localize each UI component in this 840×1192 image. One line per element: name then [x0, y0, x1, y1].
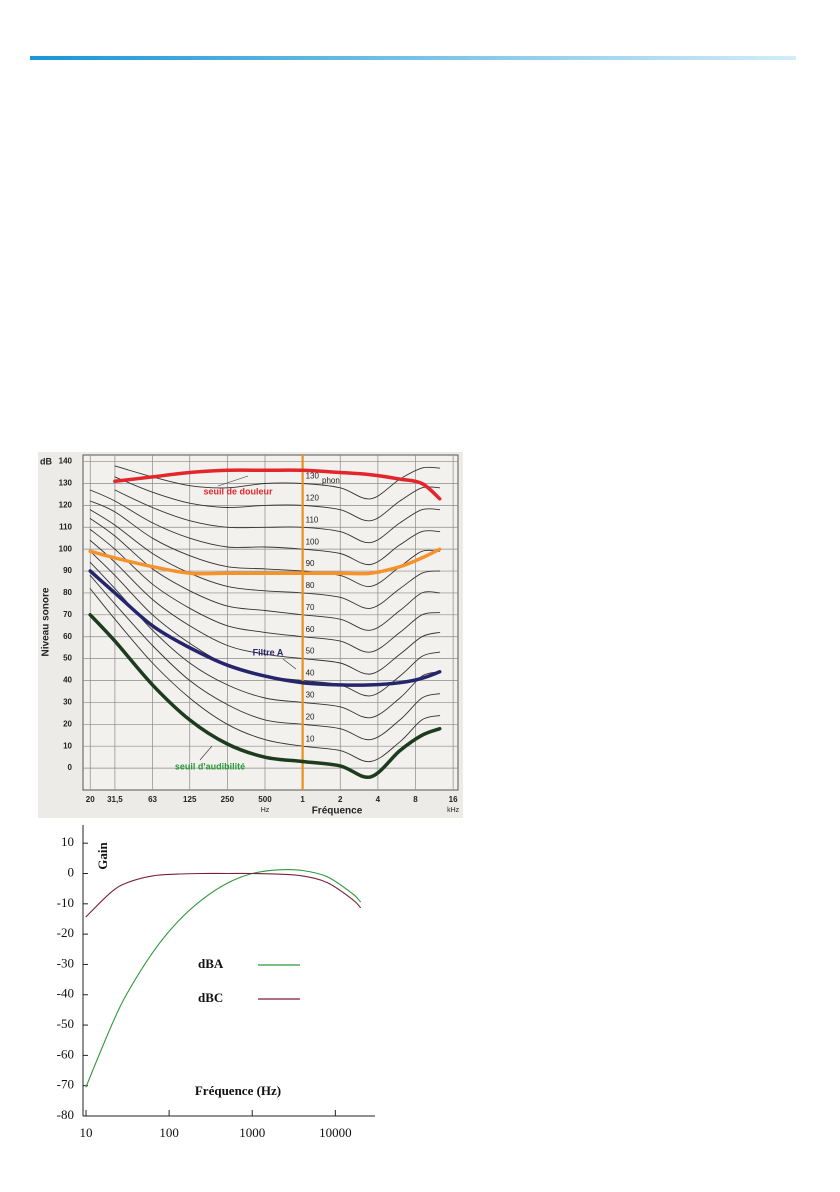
y-tick-label: -60	[57, 1046, 74, 1061]
x-tick-label: 1	[300, 795, 305, 804]
curve-label: 70	[306, 603, 315, 612]
y-tick-label: 100	[59, 544, 73, 553]
y-tick-label: -30	[57, 955, 74, 970]
y-tick-label: -80	[57, 1107, 74, 1122]
x-tick-label: 16	[449, 795, 458, 804]
y-tick-label: 30	[63, 698, 72, 707]
y-tick-label: 80	[63, 588, 72, 597]
x-tick-label: 63	[148, 795, 157, 804]
series-line	[89, 539, 441, 675]
series-line	[89, 588, 441, 763]
y-tick-label: -10	[57, 895, 74, 910]
series-line	[88, 613, 442, 779]
y-tick-label: -70	[57, 1077, 74, 1092]
x-tick-label: 4	[376, 795, 381, 804]
series-line	[88, 569, 442, 687]
y-tick-label: -50	[57, 1016, 74, 1031]
series-line	[88, 547, 442, 576]
leader	[217, 475, 249, 487]
curve-label: 120	[306, 493, 320, 502]
series-line	[85, 872, 361, 918]
series-line	[89, 574, 441, 741]
y-tick-label: 70	[63, 610, 72, 619]
y-tick-label: 10	[61, 834, 74, 849]
x-tick-label: 10	[80, 1125, 93, 1140]
weighting-chart: -80 -70 -60 -50 -40 -30 -20 -10 0 10 10 100 1000 1000…	[57, 825, 375, 1140]
curve-label: 50	[306, 647, 315, 656]
curve-label: 40	[306, 669, 315, 678]
y-tick-label: 90	[63, 566, 72, 575]
series-line	[89, 489, 441, 565]
x-tick-label: 10000	[319, 1125, 352, 1140]
y-tick-label: 110	[59, 522, 72, 531]
x-tick-label: 500	[258, 795, 272, 804]
header-rule	[30, 56, 796, 60]
curve-annotation: Filtre A	[253, 647, 284, 657]
x-tick-label: 20	[86, 795, 95, 804]
curve-label: 10	[306, 734, 315, 743]
series-line	[89, 528, 441, 653]
curve-label: 100	[306, 537, 320, 546]
curve-label: 90	[306, 559, 315, 568]
curve-label: 30	[306, 691, 315, 700]
leader	[199, 745, 213, 761]
curve-annotation: seuil d'audibilité	[175, 761, 245, 771]
curve-label: 20	[306, 712, 315, 721]
legend-label: dBA	[198, 956, 224, 971]
y-tick-label: 20	[63, 719, 72, 728]
y-tick-label: 0	[68, 864, 75, 879]
y-axis-label: Niveau sonore	[41, 587, 52, 656]
x-axis-label: Fréquence (Hz)	[195, 1083, 281, 1098]
y-tick-label: -20	[57, 925, 74, 940]
y-tick-label: 140	[59, 457, 73, 466]
curve-annotation: seuil de douleur	[203, 486, 273, 496]
x-axis-label: Fréquence	[312, 806, 363, 817]
y-tick-label: 10	[63, 741, 72, 750]
x-tick-label: 31,5	[107, 795, 123, 804]
curve-label: 80	[306, 581, 315, 590]
x-tick-label: 1000	[239, 1125, 265, 1140]
y-tick-label: 0	[68, 763, 73, 772]
curve-label: 110	[306, 515, 319, 524]
y-tick-label: 50	[63, 654, 72, 663]
y-unit: dB	[40, 456, 52, 466]
y-axis-label: Gain	[95, 842, 110, 870]
series-line	[89, 561, 441, 719]
x-tick-label: 100	[159, 1125, 179, 1140]
x-tick-label: 2	[338, 795, 343, 804]
series-line	[85, 869, 361, 1088]
unit-label: kHz	[447, 807, 460, 814]
curve-label: 130	[306, 472, 320, 481]
y-tick-label: -40	[57, 986, 74, 1001]
legend-label: dBC	[198, 990, 223, 1005]
x-tick-label: 8	[413, 795, 418, 804]
y-tick-label: 130	[59, 479, 73, 488]
x-tick-label: 125	[183, 795, 197, 804]
y-tick-label: 60	[63, 632, 72, 641]
x-tick-label: 250	[221, 795, 235, 804]
curve-label: 60	[306, 625, 315, 634]
y-tick-label: 40	[63, 676, 72, 685]
unit-label: phon	[322, 476, 340, 485]
unit-label: Hz	[261, 807, 270, 814]
series-line	[113, 468, 442, 501]
leader	[282, 658, 297, 670]
y-tick-label: 120	[59, 500, 73, 509]
series-line	[89, 509, 441, 609]
